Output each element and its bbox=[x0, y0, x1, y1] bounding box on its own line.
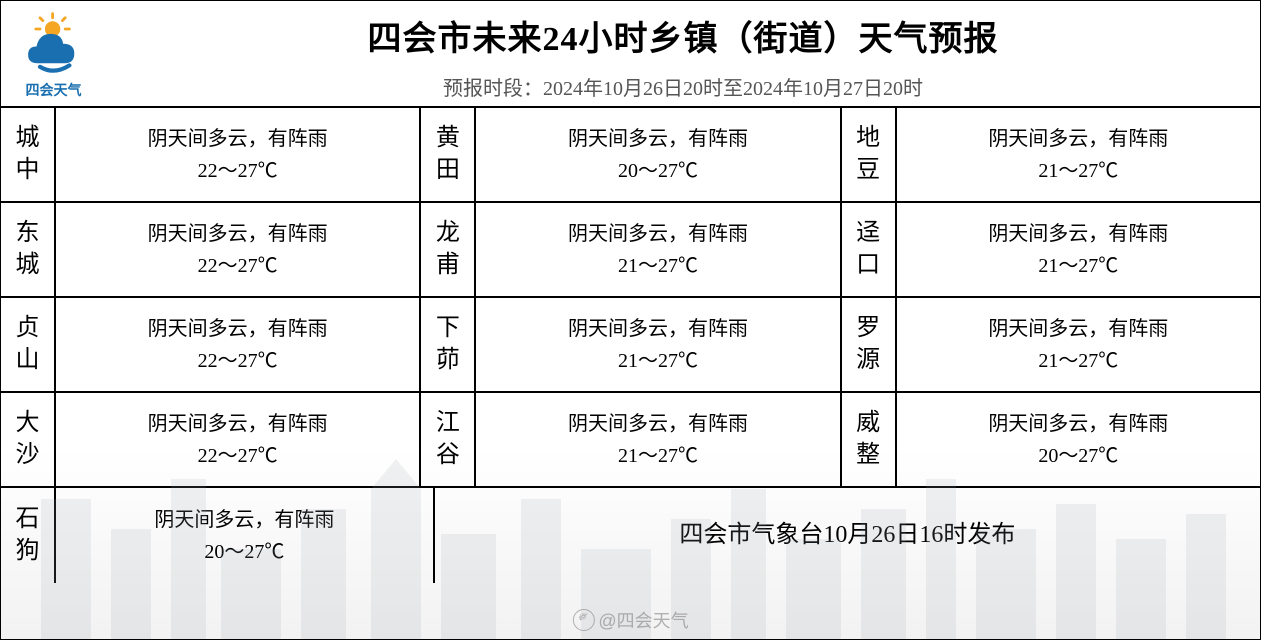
page-subtitle: 预报时段：2024年10月26日20时至2024年10月27日20时 bbox=[106, 72, 1260, 101]
title-block: 四会市未来24小时乡镇（街道）天气预报 预报时段：2024年10月26日20时至… bbox=[106, 1, 1260, 101]
town-name: 贞山 bbox=[1, 298, 56, 391]
town-forecast: 阴天间多云，有阵雨22～27℃ bbox=[56, 298, 421, 391]
temperature-range: 21～27℃ bbox=[618, 440, 698, 472]
condition-text: 阴天间多云，有阵雨 bbox=[148, 313, 328, 345]
town-name: 石狗 bbox=[1, 488, 56, 583]
condition-text: 阴天间多云，有阵雨 bbox=[148, 218, 328, 250]
condition-text: 阴天间多云，有阵雨 bbox=[154, 504, 334, 536]
temperature-range: 21～27℃ bbox=[1038, 345, 1118, 377]
town-name: 威整 bbox=[842, 393, 897, 486]
forecast-grid: 城中阴天间多云，有阵雨22～27℃黄田阴天间多云，有阵雨20～27℃地豆阴天间多… bbox=[1, 108, 1260, 583]
condition-text: 阴天间多云，有阵雨 bbox=[988, 218, 1168, 250]
town-name: 龙甫 bbox=[421, 203, 476, 296]
town-forecast: 阴天间多云，有阵雨20～27℃ bbox=[56, 488, 435, 583]
town-name: 迳口 bbox=[842, 203, 897, 296]
town-name: 城中 bbox=[1, 108, 56, 201]
temperature-range: 22～27℃ bbox=[198, 250, 278, 282]
town-name: 江谷 bbox=[421, 393, 476, 486]
table-row: 大沙阴天间多云，有阵雨22～27℃江谷阴天间多云，有阵雨21～27℃威整阴天间多… bbox=[1, 393, 1260, 488]
page-title: 四会市未来24小时乡镇（街道）天气预报 bbox=[106, 11, 1260, 60]
condition-text: 阴天间多云，有阵雨 bbox=[568, 313, 748, 345]
town-forecast: 阴天间多云，有阵雨21～27℃ bbox=[476, 298, 841, 391]
condition-text: 阴天间多云，有阵雨 bbox=[148, 408, 328, 440]
table-row: 城中阴天间多云，有阵雨22～27℃黄田阴天间多云，有阵雨20～27℃地豆阴天间多… bbox=[1, 108, 1260, 203]
temperature-range: 22～27℃ bbox=[198, 440, 278, 472]
watermark-text: @四会天气 bbox=[598, 607, 688, 633]
condition-text: 阴天间多云，有阵雨 bbox=[568, 123, 748, 155]
town-forecast: 阴天间多云，有阵雨22～27℃ bbox=[56, 393, 421, 486]
town-forecast: 阴天间多云，有阵雨21～27℃ bbox=[897, 298, 1260, 391]
condition-text: 阴天间多云，有阵雨 bbox=[988, 408, 1168, 440]
town-forecast: 阴天间多云，有阵雨21～27℃ bbox=[476, 203, 841, 296]
temperature-range: 21～27℃ bbox=[1038, 155, 1118, 187]
temperature-range: 20～27℃ bbox=[204, 536, 284, 568]
temperature-range: 21～27℃ bbox=[618, 250, 698, 282]
town-forecast: 阴天间多云，有阵雨21～27℃ bbox=[476, 393, 841, 486]
condition-text: 阴天间多云，有阵雨 bbox=[988, 313, 1168, 345]
table-row: 贞山阴天间多云，有阵雨22～27℃下茆阴天间多云，有阵雨21～27℃罗源阴天间多… bbox=[1, 298, 1260, 393]
condition-text: 阴天间多云，有阵雨 bbox=[568, 408, 748, 440]
weibo-icon: ༗ bbox=[572, 609, 594, 631]
town-name: 黄田 bbox=[421, 108, 476, 201]
table-row: 东城阴天间多云，有阵雨22～27℃龙甫阴天间多云，有阵雨21～27℃迳口阴天间多… bbox=[1, 203, 1260, 298]
temperature-range: 21～27℃ bbox=[1038, 250, 1118, 282]
temperature-range: 20～27℃ bbox=[1038, 440, 1118, 472]
town-name: 地豆 bbox=[842, 108, 897, 201]
town-forecast: 阴天间多云，有阵雨22～27℃ bbox=[56, 203, 421, 296]
logo-text: 四会天气 bbox=[26, 80, 82, 100]
temperature-range: 22～27℃ bbox=[198, 345, 278, 377]
temperature-range: 22～27℃ bbox=[198, 155, 278, 187]
town-forecast: 阴天间多云，有阵雨20～27℃ bbox=[476, 108, 841, 201]
town-name: 下茆 bbox=[421, 298, 476, 391]
condition-text: 阴天间多云，有阵雨 bbox=[988, 123, 1168, 155]
town-forecast: 阴天间多云，有阵雨20～27℃ bbox=[897, 393, 1260, 486]
town-forecast: 阴天间多云，有阵雨22～27℃ bbox=[56, 108, 421, 201]
logo-cell: 四会天气 bbox=[1, 1, 106, 106]
temperature-range: 20～27℃ bbox=[618, 155, 698, 187]
condition-text: 阴天间多云，有阵雨 bbox=[568, 218, 748, 250]
town-name: 东城 bbox=[1, 203, 56, 296]
table-row: 石狗阴天间多云，有阵雨20～27℃四会市气象台10月26日16时发布 bbox=[1, 488, 1260, 583]
weather-logo-icon bbox=[19, 8, 89, 78]
town-name: 罗源 bbox=[842, 298, 897, 391]
temperature-range: 21～27℃ bbox=[618, 345, 698, 377]
forecast-card: 四会天气 四会市未来24小时乡镇（街道）天气预报 预报时段：2024年10月26… bbox=[0, 0, 1261, 640]
watermark: ༗ @四会天气 bbox=[572, 607, 688, 633]
issued-by: 四会市气象台10月26日16时发布 bbox=[435, 488, 1260, 583]
town-name: 大沙 bbox=[1, 393, 56, 486]
condition-text: 阴天间多云，有阵雨 bbox=[148, 123, 328, 155]
town-forecast: 阴天间多云，有阵雨21～27℃ bbox=[897, 203, 1260, 296]
header-row: 四会天气 四会市未来24小时乡镇（街道）天气预报 预报时段：2024年10月26… bbox=[1, 1, 1260, 108]
town-forecast: 阴天间多云，有阵雨21～27℃ bbox=[897, 108, 1260, 201]
